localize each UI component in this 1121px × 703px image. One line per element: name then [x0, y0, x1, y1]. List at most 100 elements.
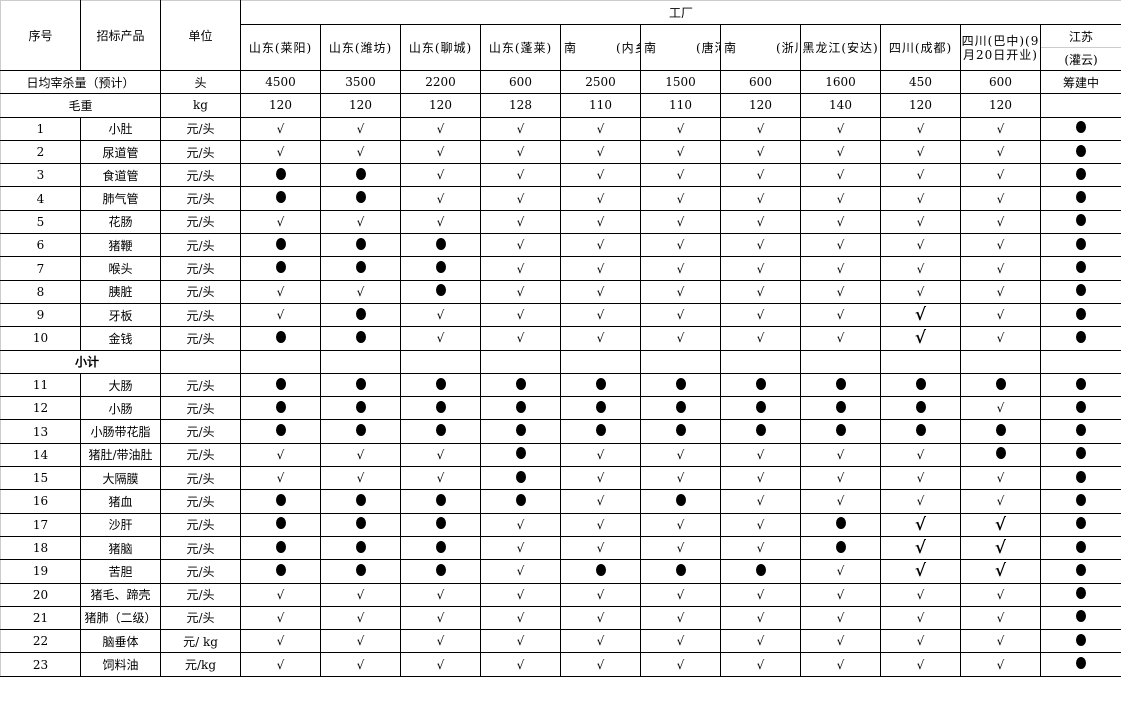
- mark-cell: √: [720, 233, 801, 258]
- dot-icon: [755, 400, 766, 413]
- check-icon: √: [596, 587, 605, 602]
- check-icon: √: [436, 308, 445, 323]
- row-product: 猪肺（二级）: [80, 605, 161, 631]
- check-icon: √: [676, 261, 685, 276]
- table-row: 8 胰脏 元/头 √ √ √ √ √ √ √ √ √: [0, 279, 1121, 304]
- gross_weight-row: 毛重 kg 120 120 120 128 110 110 120 140 120 120: [0, 93, 1121, 118]
- dot-icon: [1076, 424, 1087, 437]
- mark-cell: √: [960, 652, 1041, 677]
- mark-cell: √: [800, 489, 881, 514]
- mark-cell: √: [240, 209, 321, 235]
- table-row: 23 饲料油 元/kg √ √ √ √ √ √ √ √ √ √: [0, 652, 1121, 677]
- row-product: 苦胆: [80, 559, 161, 584]
- check-icon: √: [756, 238, 765, 253]
- mark-cell: √: [800, 186, 881, 211]
- check-icon: √: [994, 514, 1007, 535]
- check-icon: √: [516, 145, 525, 160]
- mark-cell: √: [240, 652, 321, 677]
- mark-cell: √: [720, 209, 801, 235]
- check-icon: √: [436, 168, 445, 183]
- mark-cell: [960, 442, 1041, 468]
- check-icon: √: [756, 471, 765, 486]
- mark-cell: √: [320, 116, 401, 141]
- row-value: [1039, 93, 1121, 118]
- mark-cell: [240, 512, 321, 537]
- table-row: 6 猪鞭 元/头 √ √ √ √ √ √ √: [0, 233, 1121, 258]
- row-unit: 元/头: [160, 186, 241, 211]
- mark-cell: √: [960, 302, 1041, 328]
- mark-cell: [640, 489, 721, 514]
- row-unit: 元/头: [160, 512, 241, 537]
- mark-cell: √: [720, 116, 801, 141]
- empty-cell: [480, 349, 561, 374]
- row-value: 450: [880, 69, 961, 95]
- dot-icon: [1076, 191, 1087, 204]
- check-icon: √: [436, 145, 445, 160]
- dot-icon: [1076, 284, 1087, 297]
- check-icon: √: [436, 214, 445, 229]
- check-icon: √: [916, 494, 925, 509]
- dot-icon: [1076, 587, 1087, 600]
- factory-header: 四川(巴中)(9月20日开业): [960, 24, 1041, 71]
- mark-cell: [800, 372, 881, 398]
- daily_slaughter-row: 日均宰杀量（预计）头 4500 3500 2200 600 2500 1500 600 1600…: [0, 69, 1121, 95]
- check-icon: √: [836, 634, 845, 649]
- mark-cell: √: [960, 629, 1041, 654]
- dot-icon: [275, 563, 286, 576]
- mark-cell: √: [320, 466, 401, 491]
- mark-cell: √: [800, 116, 881, 141]
- mark-cell: √: [800, 302, 881, 328]
- mark-cell: [1039, 582, 1121, 607]
- check-icon: √: [756, 214, 765, 229]
- table-row: 16 猪血 元/头 √ √ √ √ √: [0, 489, 1121, 514]
- row-unit: 元/头: [160, 116, 241, 141]
- dot-icon: [595, 563, 606, 576]
- mark-cell: √: [640, 279, 721, 304]
- check-icon: √: [276, 471, 285, 486]
- row-unit: 元/头: [160, 326, 241, 351]
- mark-cell: [320, 372, 401, 398]
- mark-cell: √: [400, 652, 481, 677]
- row-value: 1500: [640, 69, 721, 95]
- check-icon: √: [596, 308, 605, 323]
- mark-cell: [480, 466, 561, 491]
- mark-cell: [240, 372, 321, 398]
- check-icon: √: [596, 191, 605, 206]
- check-icon: √: [916, 145, 925, 160]
- mark-cell: [1039, 396, 1121, 421]
- mark-cell: √: [880, 139, 961, 165]
- check-icon: √: [756, 587, 765, 602]
- mark-cell: [480, 442, 561, 468]
- mark-cell: [320, 326, 401, 351]
- mark-cell: √: [800, 209, 881, 235]
- dot-icon: [755, 424, 766, 437]
- check-icon: √: [276, 284, 285, 299]
- mark-cell: √: [800, 629, 881, 654]
- row-value: 4500: [240, 69, 321, 95]
- row-product: 尿道管: [80, 139, 161, 165]
- mark-cell: √: [880, 605, 961, 631]
- dot-icon: [435, 517, 446, 530]
- check-icon: √: [356, 587, 365, 602]
- check-icon: √: [676, 168, 685, 183]
- empty-cell: [560, 349, 641, 374]
- dot-icon: [355, 377, 366, 390]
- mark-cell: [240, 419, 321, 444]
- check-icon: √: [756, 517, 765, 532]
- mark-cell: [320, 396, 401, 421]
- mark-cell: [480, 396, 561, 421]
- mark-cell: [1039, 233, 1121, 258]
- row-product: 饲料油: [80, 652, 161, 677]
- check-icon: √: [596, 145, 605, 160]
- check-icon: √: [996, 214, 1005, 229]
- empty-cell: [800, 349, 881, 374]
- row-product: 花肠: [80, 209, 161, 235]
- mark-cell: √: [960, 605, 1041, 631]
- row-product: 猪血: [80, 489, 161, 514]
- check-icon: √: [276, 447, 285, 462]
- mark-cell: √: [720, 629, 801, 654]
- dot-icon: [1076, 657, 1087, 670]
- check-icon: √: [276, 308, 285, 323]
- check-icon: √: [914, 538, 927, 559]
- row-value: 1600: [800, 69, 881, 95]
